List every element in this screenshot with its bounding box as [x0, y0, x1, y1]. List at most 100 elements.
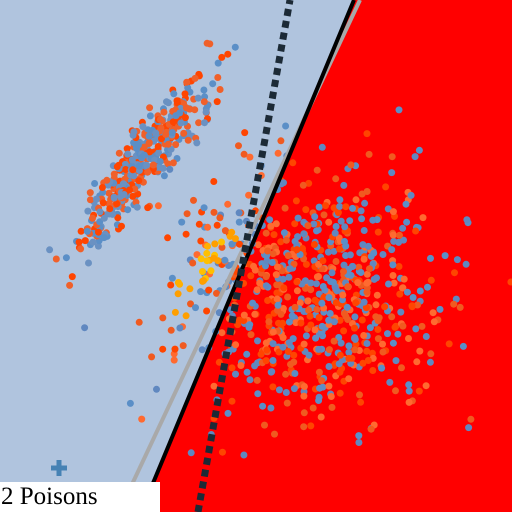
data-point	[210, 382, 218, 390]
data-point	[155, 149, 163, 157]
lower-right-cluster	[81, 106, 512, 459]
data-point	[346, 217, 354, 225]
data-point	[197, 288, 205, 296]
data-point	[340, 268, 347, 275]
data-point	[351, 324, 358, 332]
data-point	[167, 281, 175, 289]
data-point	[85, 259, 92, 267]
data-point	[451, 269, 458, 277]
data-point	[95, 228, 102, 236]
data-point	[360, 332, 368, 339]
data-point	[192, 304, 199, 312]
data-point	[463, 216, 471, 224]
data-point	[156, 116, 164, 123]
data-point	[370, 249, 378, 257]
data-point	[300, 409, 308, 417]
data-point	[180, 129, 188, 137]
data-point	[311, 213, 319, 221]
data-point	[300, 340, 308, 348]
data-point	[304, 297, 312, 305]
data-point	[507, 278, 512, 286]
data-point	[135, 162, 143, 170]
data-point	[357, 398, 365, 406]
data-point	[285, 318, 293, 326]
data-point	[152, 129, 160, 137]
data-point	[342, 203, 350, 211]
data-point	[236, 240, 243, 248]
data-point	[135, 177, 143, 185]
data-point	[293, 246, 301, 254]
data-point	[300, 383, 308, 390]
data-point	[349, 204, 356, 212]
data-point	[171, 308, 179, 316]
data-point	[319, 283, 327, 290]
data-point	[275, 319, 282, 327]
data-point	[315, 368, 323, 376]
data-point	[281, 204, 289, 212]
data-point	[210, 208, 218, 216]
marker-layer	[51, 460, 67, 476]
data-point	[176, 324, 184, 332]
data-point	[140, 143, 148, 151]
data-point	[178, 218, 186, 226]
data-point	[216, 214, 224, 222]
data-point	[369, 367, 377, 374]
data-point	[158, 135, 165, 143]
data-point	[181, 90, 189, 98]
data-point	[363, 288, 371, 296]
plus-marker	[51, 460, 67, 476]
data-point	[285, 273, 293, 281]
data-point	[360, 255, 368, 263]
data-point	[388, 246, 396, 254]
data-point	[311, 326, 319, 334]
data-point	[121, 160, 129, 168]
data-point	[363, 270, 371, 278]
data-point	[294, 233, 302, 241]
data-point	[228, 397, 236, 405]
data-point	[266, 216, 274, 224]
data-point	[327, 393, 335, 400]
data-point	[174, 290, 182, 298]
data-point	[398, 364, 405, 372]
data-point	[145, 132, 153, 140]
data-point	[305, 351, 313, 359]
data-point	[427, 254, 434, 262]
data-point	[187, 449, 195, 457]
data-point	[124, 150, 132, 158]
data-point	[214, 74, 222, 81]
data-point	[315, 314, 323, 321]
data-point	[399, 322, 407, 330]
data-point	[254, 241, 262, 249]
data-point	[293, 287, 301, 295]
data-point	[96, 208, 104, 216]
data-point	[109, 210, 116, 218]
data-point	[232, 370, 239, 378]
data-point	[240, 451, 248, 459]
data-point	[390, 237, 398, 245]
data-point	[413, 358, 421, 366]
data-point	[364, 357, 372, 364]
data-point	[265, 318, 273, 326]
data-point	[123, 145, 131, 153]
data-point	[402, 200, 410, 208]
data-point	[100, 234, 108, 242]
data-point	[279, 275, 287, 283]
data-point	[190, 196, 197, 204]
data-point	[290, 385, 298, 393]
data-point	[144, 204, 152, 212]
data-point	[262, 273, 270, 281]
upper-left-cluster	[46, 39, 239, 289]
poison-points	[171, 228, 239, 320]
data-point	[456, 303, 464, 311]
data-point	[467, 415, 475, 423]
data-point	[382, 183, 390, 191]
data-point	[340, 327, 348, 335]
data-point	[245, 191, 253, 199]
data-point	[362, 304, 370, 312]
data-point	[269, 357, 277, 364]
data-point	[62, 254, 70, 262]
data-point	[83, 227, 91, 235]
data-point	[182, 312, 190, 320]
data-point	[284, 348, 292, 355]
data-point	[302, 260, 310, 268]
